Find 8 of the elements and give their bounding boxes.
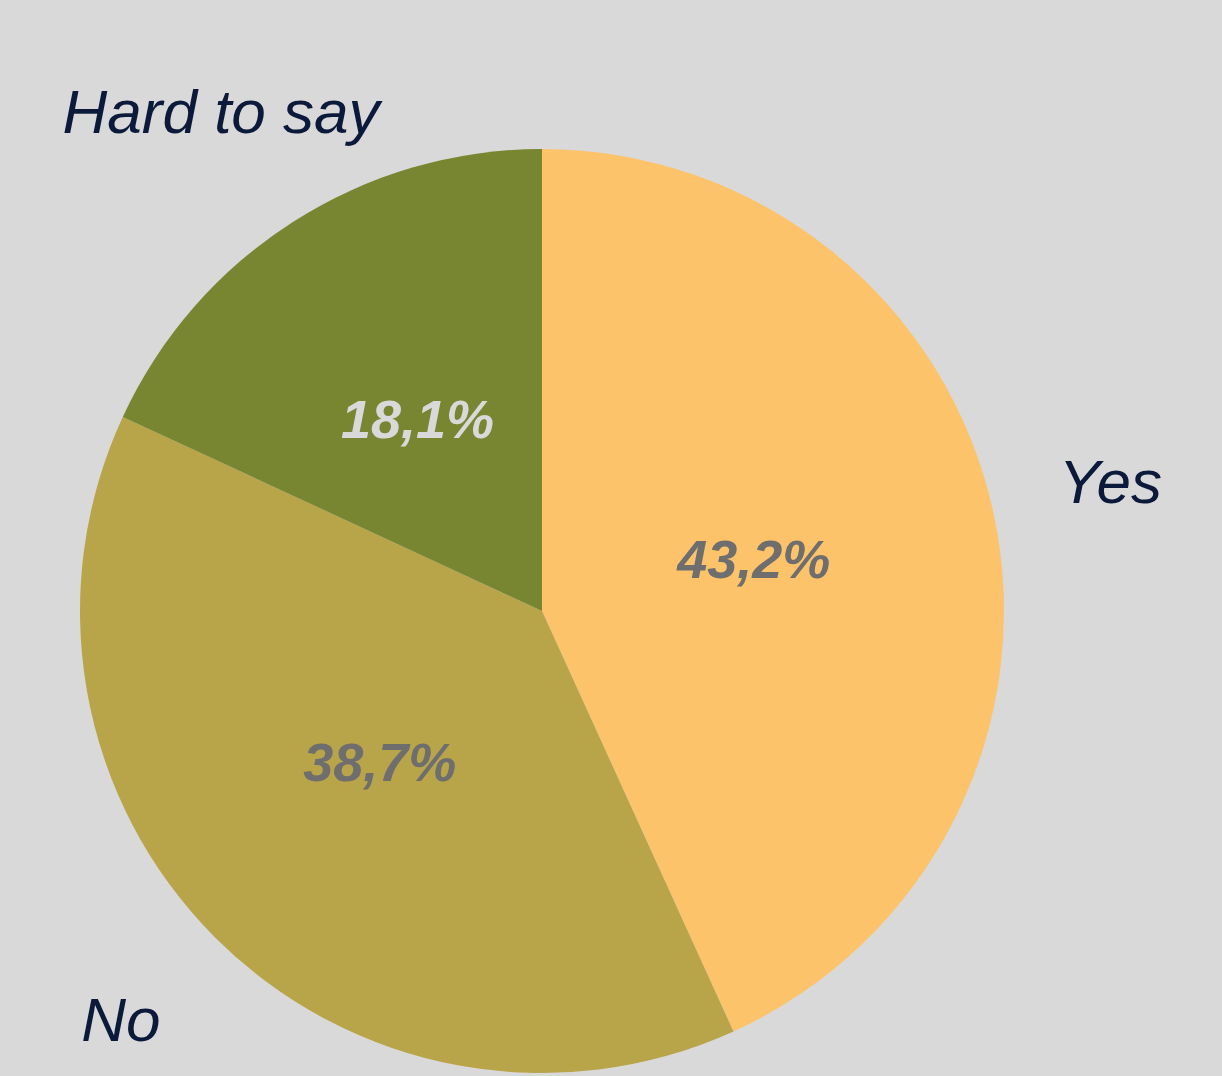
slice-label: Yes <box>1058 447 1163 517</box>
slice-label: Hard to say <box>62 77 384 147</box>
slice-label: No <box>81 985 161 1055</box>
data-label: 43,2% <box>676 528 831 589</box>
data-label: 38,7% <box>303 732 457 793</box>
data-label: 18,1% <box>341 389 495 450</box>
pie-slice <box>542 149 1004 1032</box>
pie-slice <box>122 149 542 611</box>
